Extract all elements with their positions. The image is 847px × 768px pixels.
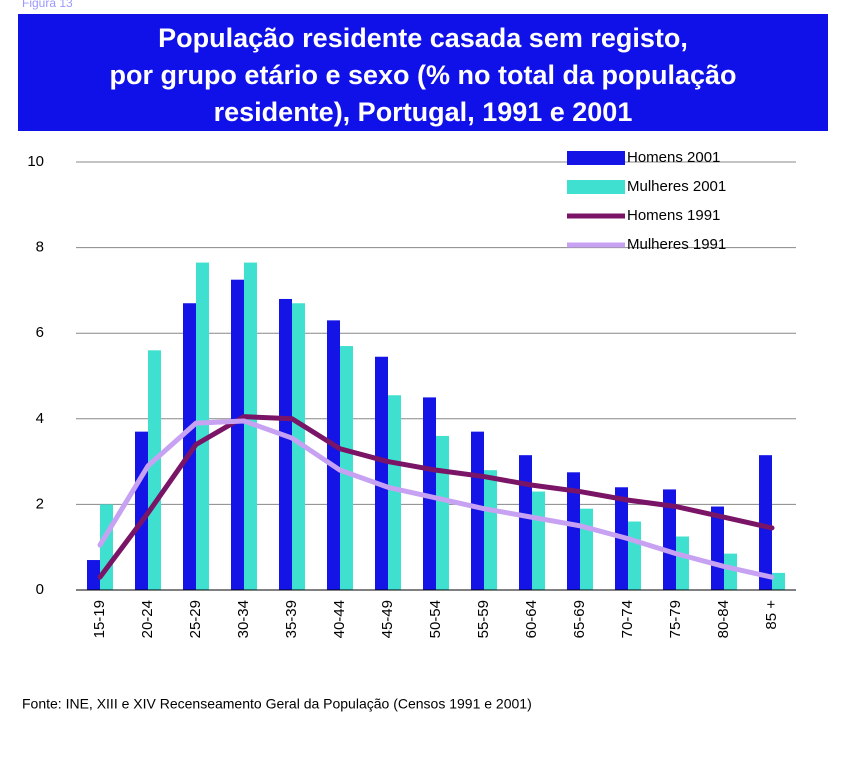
x-tick-label: 75-79 bbox=[667, 600, 684, 638]
bar bbox=[471, 431, 484, 590]
bar bbox=[628, 521, 641, 590]
x-tick-label: 85 + bbox=[763, 600, 780, 630]
bar bbox=[196, 262, 209, 590]
x-tick-label: 15-19 bbox=[91, 600, 108, 638]
bar bbox=[375, 356, 388, 590]
chart-title: residente), Portugal, 1991 e 2001 bbox=[214, 97, 633, 127]
bar bbox=[135, 431, 148, 590]
bar bbox=[423, 397, 436, 590]
x-tick-label: 55-59 bbox=[475, 600, 492, 638]
source: Fonte: INE, XIII e XIV Recenseamento Ger… bbox=[22, 696, 532, 712]
legend-swatch bbox=[567, 180, 625, 194]
legend-label: Homens 2001 bbox=[627, 149, 720, 166]
bar bbox=[388, 395, 401, 590]
bar bbox=[340, 346, 353, 590]
legend-label: Mulheres 1991 bbox=[627, 236, 726, 253]
x-tick-label: 25-29 bbox=[187, 600, 204, 638]
y-tick-label: 6 bbox=[36, 324, 44, 341]
bar bbox=[279, 298, 292, 590]
bar bbox=[676, 536, 689, 590]
legend-label: Homens 1991 bbox=[627, 207, 720, 224]
bar bbox=[580, 508, 593, 590]
bar bbox=[532, 491, 545, 590]
y-tick-label: 10 bbox=[27, 153, 44, 170]
bar bbox=[231, 279, 244, 590]
line bbox=[97, 418, 775, 580]
bar bbox=[87, 560, 100, 590]
chart-title: por grupo etário e sexo (% no total da p… bbox=[109, 60, 736, 90]
bar bbox=[759, 455, 772, 590]
x-tick-label: 45-49 bbox=[379, 600, 396, 638]
x-tick-label: 80-84 bbox=[715, 600, 732, 638]
legend-swatch bbox=[567, 151, 625, 165]
x-tick-label: 30-34 bbox=[235, 600, 252, 638]
y-tick-label: 4 bbox=[36, 410, 44, 427]
x-tick-label: 40-44 bbox=[331, 600, 348, 638]
bar bbox=[567, 472, 580, 590]
x-tick-label: 50-54 bbox=[427, 600, 444, 638]
legend-label: Mulheres 2001 bbox=[627, 178, 726, 195]
line bbox=[97, 414, 775, 580]
x-tick-label: 35-39 bbox=[283, 600, 300, 638]
figure-label: Figura 13 bbox=[22, 0, 73, 10]
bar bbox=[327, 320, 340, 590]
y-tick-label: 8 bbox=[36, 239, 44, 256]
title-box bbox=[18, 14, 828, 131]
bar bbox=[663, 489, 676, 590]
bar bbox=[244, 262, 257, 590]
bar bbox=[724, 553, 737, 590]
bar bbox=[183, 303, 196, 590]
x-tick-label: 60-64 bbox=[523, 600, 540, 638]
bar bbox=[519, 455, 532, 590]
y-tick-label: 2 bbox=[36, 495, 44, 512]
bar bbox=[436, 435, 449, 590]
chart-title: População residente casada sem registo, bbox=[158, 23, 688, 53]
x-tick-label: 20-24 bbox=[139, 600, 156, 638]
bar bbox=[711, 506, 724, 590]
x-tick-label: 65-69 bbox=[571, 600, 588, 638]
bar bbox=[148, 350, 161, 590]
y-tick-label: 0 bbox=[36, 581, 44, 598]
bar bbox=[484, 470, 497, 590]
bar bbox=[292, 303, 305, 590]
x-tick-label: 70-74 bbox=[619, 600, 636, 638]
bar bbox=[772, 572, 785, 590]
